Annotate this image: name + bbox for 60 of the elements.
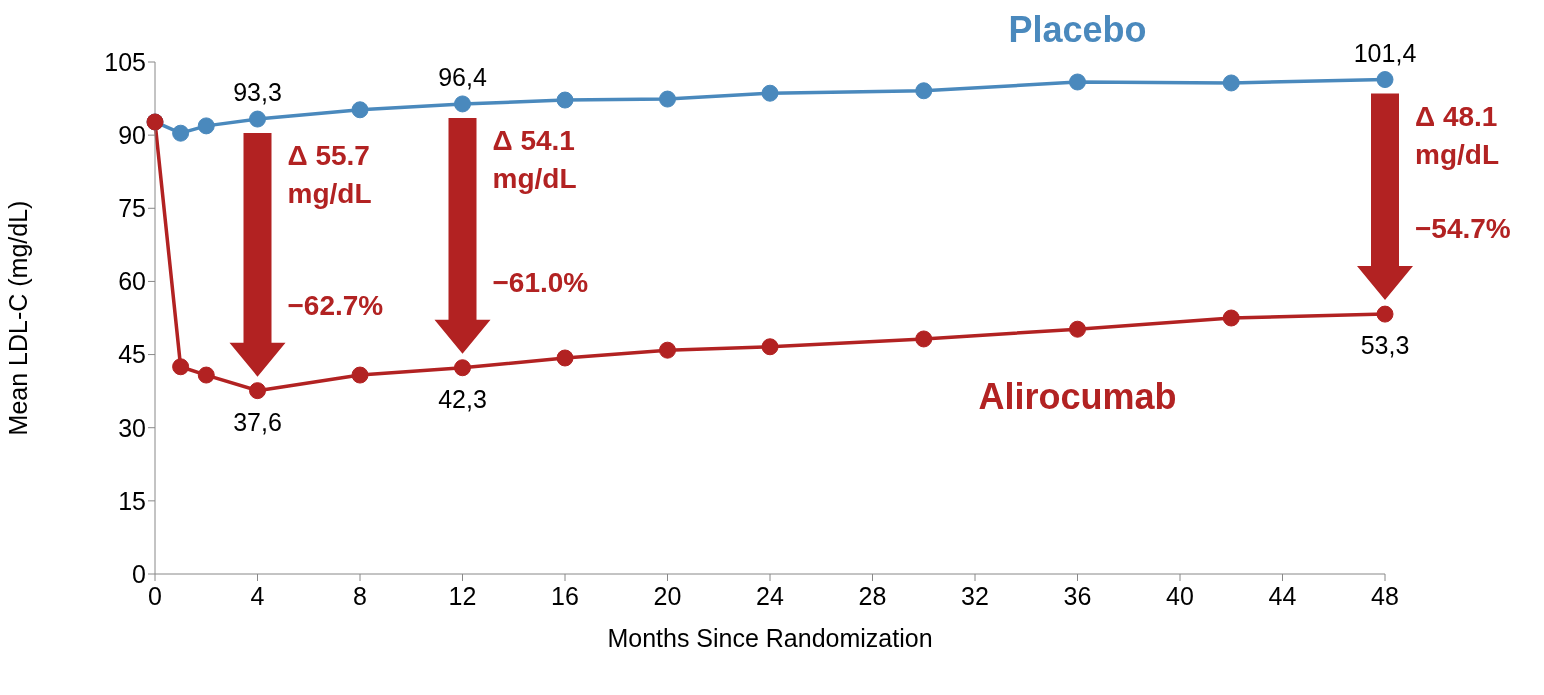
- y-tick-label: 15: [118, 486, 146, 515]
- point: [659, 90, 676, 108]
- point: [761, 338, 779, 356]
- x-tick-label: 8: [353, 581, 367, 610]
- series-label: Alirocumab: [978, 376, 1177, 418]
- x-tick-label: 12: [448, 581, 477, 610]
- y-axis-title: Mean LDL-C (mg/dL): [3, 200, 32, 436]
- x-tick-label: 48: [1371, 581, 1399, 610]
- annotation: −54.7%: [1415, 213, 1511, 245]
- data-label: 53,3: [1360, 331, 1410, 360]
- data-label: 42,3: [438, 384, 487, 413]
- point: [1069, 73, 1086, 91]
- data-label: 93,3: [233, 78, 282, 107]
- annotation: Δ 54.1 mg/dL: [492, 124, 577, 194]
- point: [1222, 74, 1240, 92]
- annotation: −61.0%: [492, 266, 589, 298]
- y-tick-label: 0: [132, 559, 146, 588]
- x-axis-title: Months Since Randomization: [607, 624, 933, 652]
- point: [659, 341, 676, 359]
- x-tick-label: 4: [250, 581, 265, 610]
- point: [454, 95, 471, 113]
- point: [915, 82, 933, 100]
- data-label: 101,4: [1353, 38, 1417, 67]
- x-tick-label: 16: [551, 581, 579, 610]
- data-label: 37,6: [233, 407, 282, 436]
- point: [249, 382, 266, 400]
- series-label: Placebo: [1008, 8, 1147, 50]
- point: [197, 117, 215, 135]
- y-tick-label: 75: [118, 194, 146, 223]
- x-tick-label: 32: [961, 581, 989, 610]
- point: [556, 91, 574, 109]
- point: [172, 124, 190, 142]
- x-tick-label: 24: [756, 581, 784, 610]
- x-tick-label: 36: [1063, 581, 1092, 610]
- point: [556, 349, 574, 367]
- data-label: 96,4: [438, 62, 487, 91]
- x-tick-label: 44: [1268, 581, 1297, 610]
- point: [351, 366, 369, 384]
- point: [915, 330, 933, 348]
- point: [1376, 71, 1394, 89]
- point: [1222, 309, 1240, 327]
- point: [197, 366, 215, 384]
- annotation: Δ 48.1 mg/dL: [1415, 100, 1499, 170]
- x-tick-label: 28: [858, 581, 887, 610]
- x-tick-label: 40: [1166, 581, 1194, 610]
- point: [1376, 305, 1394, 323]
- point: [351, 101, 369, 119]
- y-tick-label: 90: [118, 121, 146, 150]
- x-tick-label: 20: [653, 581, 682, 610]
- point: [454, 359, 471, 377]
- point: [1069, 320, 1086, 338]
- annotation: Δ 55.7 mg/dL: [287, 140, 372, 210]
- point: [249, 110, 266, 128]
- y-tick-label: 45: [118, 340, 146, 369]
- y-tick-label: 60: [118, 267, 146, 296]
- point: [761, 84, 779, 102]
- y-tick-label: 30: [118, 413, 146, 442]
- point: [172, 358, 190, 376]
- annotation: −62.7%: [287, 289, 384, 321]
- y-tick-label: 105: [104, 47, 146, 76]
